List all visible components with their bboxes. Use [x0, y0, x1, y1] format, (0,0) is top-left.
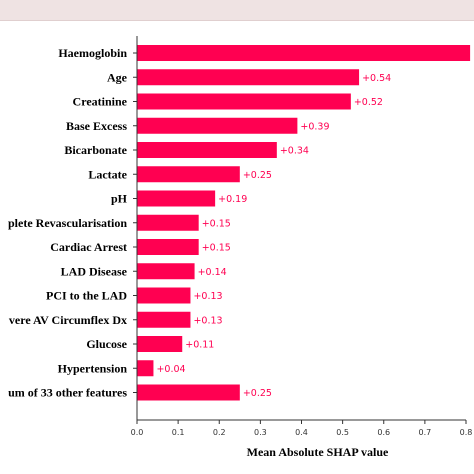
- value-label: +0.39: [300, 121, 329, 132]
- bar: [137, 263, 195, 280]
- category-label: Cardiac Arrest: [50, 240, 127, 254]
- category-label: Base Excess: [66, 119, 127, 133]
- value-label: +0.54: [362, 73, 391, 84]
- value-label: +0.15: [202, 243, 231, 254]
- value-label: +0.34: [280, 146, 309, 157]
- value-label: +0.04: [156, 364, 185, 375]
- bar: [137, 142, 277, 158]
- bar: [137, 287, 191, 304]
- category-label: Haemoglobin: [58, 46, 127, 60]
- bar: [137, 214, 199, 231]
- bar: [137, 190, 216, 207]
- value-label: +0.25: [243, 170, 272, 181]
- bar: [137, 166, 240, 183]
- category-label: plete Revascularisation: [8, 216, 127, 230]
- x-tick-label: 0.5: [336, 428, 349, 437]
- value-label: +0.11: [185, 340, 214, 351]
- category-label: um of 33 other features: [8, 386, 127, 400]
- bar: [137, 117, 298, 134]
- bar: [137, 45, 471, 61]
- x-tick-label: 0.6: [377, 428, 390, 437]
- value-label: +0.19: [218, 194, 247, 205]
- value-label: +0.13: [193, 291, 222, 302]
- value-label: +0.52: [354, 97, 383, 108]
- category-label: pH: [111, 192, 128, 206]
- x-tick-label: 0.7: [419, 428, 432, 437]
- x-axis-title: Mean Absolute SHAP value: [247, 445, 389, 459]
- value-label: +0.13: [193, 315, 222, 326]
- value-label: +0.15: [202, 218, 231, 229]
- x-tick-label: 0.0: [131, 428, 144, 437]
- value-label: +0.25: [243, 388, 272, 399]
- x-tick-label: 0.2: [213, 428, 226, 437]
- bar: [137, 69, 360, 86]
- x-tick-label: 0.3: [254, 428, 267, 437]
- category-label: vere AV Circumflex Dx: [9, 313, 127, 327]
- category-label: Glucose: [86, 337, 127, 351]
- category-label: Lactate: [88, 167, 127, 181]
- bar: [137, 360, 154, 377]
- bar: [137, 93, 351, 110]
- bar: [137, 384, 240, 401]
- category-label: Creatinine: [73, 95, 128, 109]
- x-tick-label: 0.1: [172, 428, 185, 437]
- x-tick-label: 0.4: [295, 428, 308, 437]
- category-label: PCI to the LAD: [46, 289, 127, 303]
- category-label: Bicarbonate: [64, 143, 127, 157]
- bar: [137, 239, 199, 255]
- value-label: +0.14: [198, 267, 227, 278]
- bar: [137, 336, 183, 352]
- category-label: Age: [107, 70, 128, 84]
- category-label: Hypertension: [58, 361, 128, 375]
- bar: [137, 311, 191, 328]
- category-label: LAD Disease: [61, 264, 128, 278]
- top-band: [0, 0, 474, 21]
- x-tick-label: 0.8: [460, 428, 473, 437]
